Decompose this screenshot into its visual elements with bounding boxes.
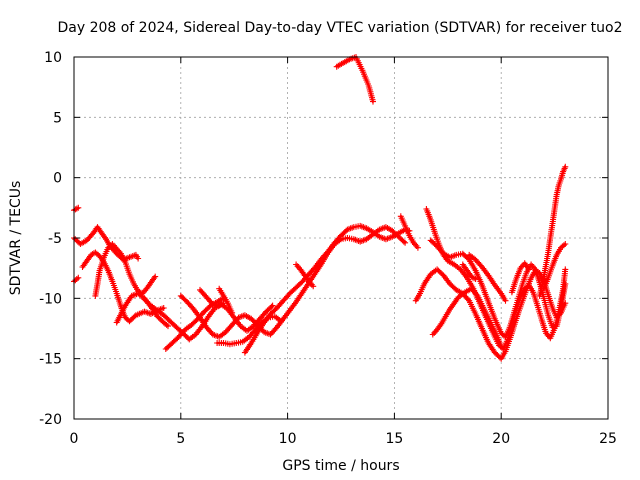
series-trace-20 xyxy=(429,285,505,350)
data-point-markers xyxy=(197,286,227,309)
series-trace-21 xyxy=(459,261,479,282)
x-tick-label: 10 xyxy=(279,431,297,447)
data-point-markers xyxy=(466,251,509,304)
series-trace-13 xyxy=(241,222,413,356)
series-line xyxy=(72,276,80,283)
data-point-markers xyxy=(508,260,532,296)
series-trace-11 xyxy=(216,285,236,316)
y-tick-label: 5 xyxy=(53,110,62,126)
data-point-markers xyxy=(429,285,505,350)
data-point-markers xyxy=(536,163,569,299)
x-tick-label: 15 xyxy=(385,431,403,447)
series-trace-19 xyxy=(427,237,569,340)
y-tick-label: -20 xyxy=(39,412,62,428)
series-trace-14 xyxy=(293,261,317,290)
series-trace-25 xyxy=(540,241,569,292)
x-axis-label: GPS time / hours xyxy=(282,458,399,474)
series-trace-9 xyxy=(177,224,409,340)
data-point-markers xyxy=(177,224,409,340)
x-tick-label: 0 xyxy=(70,431,79,447)
x-tick-label: 5 xyxy=(176,431,185,447)
y-tick-label: -10 xyxy=(39,291,62,307)
data-point-markers xyxy=(540,241,569,292)
y-tick-label: 10 xyxy=(44,50,62,66)
series-trace-5 xyxy=(92,241,159,299)
data-point-markers xyxy=(241,222,413,356)
series-trace-2 xyxy=(71,224,142,263)
series-trace-7 xyxy=(141,296,276,343)
series-trace-10 xyxy=(197,286,227,309)
data-point-markers xyxy=(459,261,479,282)
series-trace-24 xyxy=(536,163,569,299)
series-trace-22 xyxy=(466,251,509,304)
y-tick-label: -15 xyxy=(39,352,62,368)
data-point-markers xyxy=(293,261,317,290)
data-point-markers xyxy=(397,213,421,251)
chart-title: Day 208 of 2024, Sidereal Day-to-day VTE… xyxy=(57,20,622,36)
y-axis-label: SDTVAR / TECUs xyxy=(8,181,24,296)
series-trace-16 xyxy=(397,213,421,251)
x-tick-label: 20 xyxy=(492,431,510,447)
y-tick-label: 0 xyxy=(53,171,62,187)
data-point-markers xyxy=(162,295,227,352)
axis-ticks: 0 5 10 15 20 25 -20 -15 -10 -5 0 5 10 xyxy=(39,50,617,447)
series-trace-23 xyxy=(508,260,532,296)
data-point-markers xyxy=(427,237,569,340)
series-layer xyxy=(71,54,569,362)
data-point-markers xyxy=(216,285,236,316)
y-tick-label: -5 xyxy=(48,231,62,247)
data-point-markers xyxy=(92,241,159,299)
x-tick-label: 25 xyxy=(599,431,617,447)
